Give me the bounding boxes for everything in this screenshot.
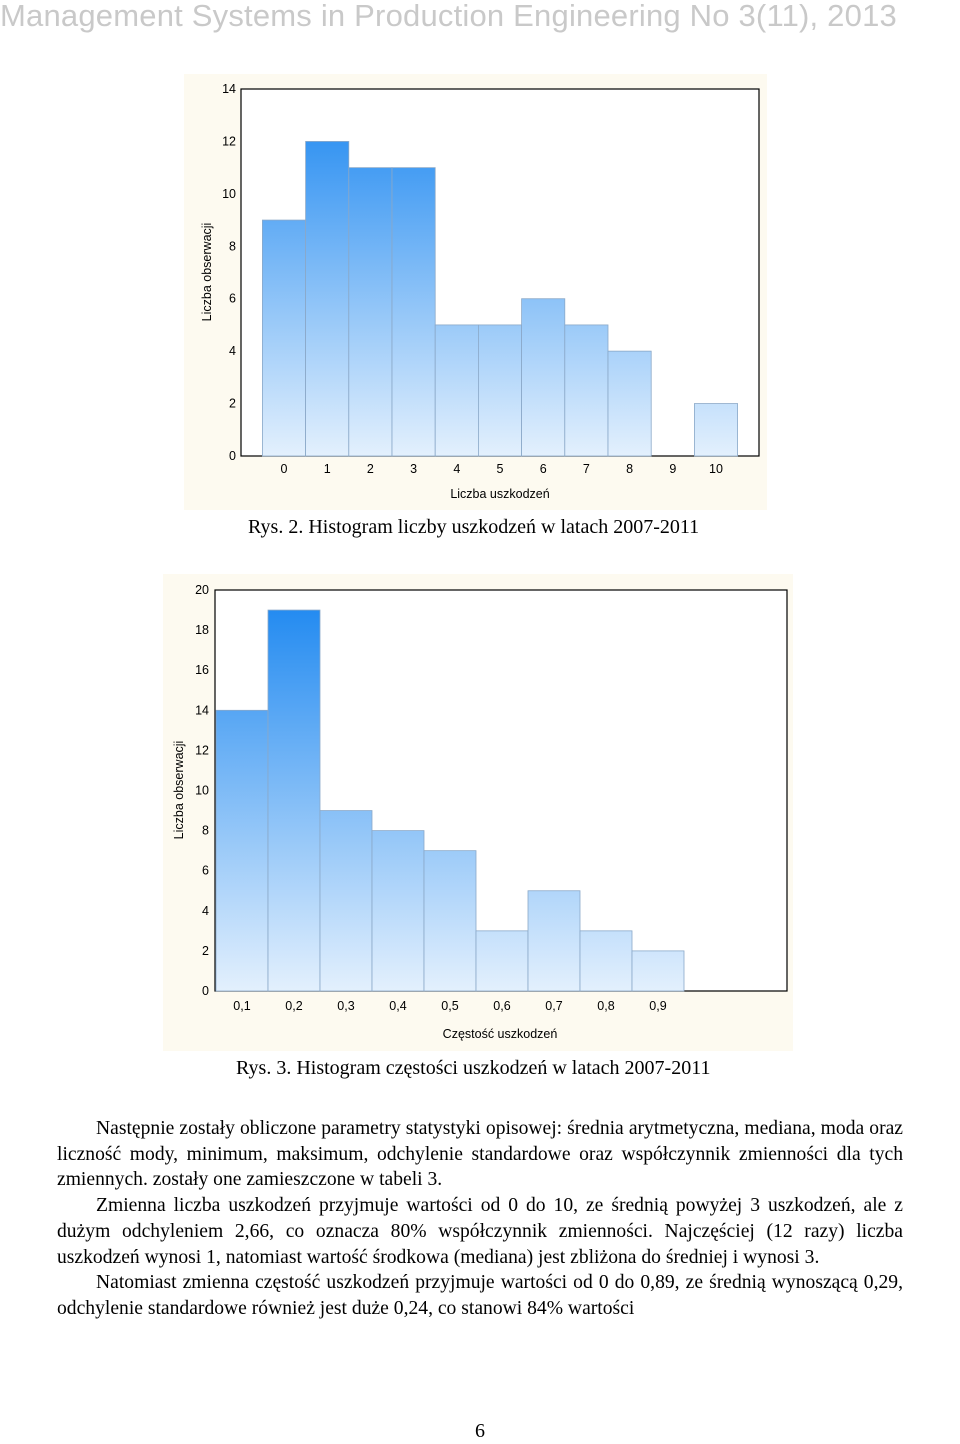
figure-2-caption: Rys. 2. Histogram liczby uszkodzeń w lat… (248, 516, 700, 538)
y-tick-label: 12 (195, 743, 209, 757)
histogram-bar (319, 810, 373, 992)
page-number: 6 (475, 1420, 485, 1442)
y-tick-label: 0 (229, 449, 236, 463)
x-tick-label: 0,3 (337, 999, 354, 1013)
x-tick-label: 0,8 (597, 999, 614, 1013)
histogram-bar (477, 324, 522, 457)
histogram-bar (434, 324, 479, 457)
x-axis-label: Częstość uszkodzeń (443, 1027, 558, 1041)
y-tick-label: 8 (202, 824, 209, 838)
x-tick-label: 7 (583, 462, 590, 476)
y-tick-label: 0 (202, 984, 209, 998)
x-tick-label: 0,4 (389, 999, 406, 1013)
x-tick-label: 0,1 (233, 999, 250, 1013)
x-tick-label: 0,6 (493, 999, 510, 1013)
y-tick-label: 12 (222, 134, 236, 148)
y-tick-label: 4 (202, 904, 209, 918)
x-tick-label: 3 (410, 462, 417, 476)
histogram-failure-count-panel: 0 2 4 6 8 10 12 14 0 1 2 3 4 5 6 7 8 9 10 Liczba uszkodzeń L… (184, 74, 767, 510)
histogram-bar (267, 609, 321, 992)
body-text: Następnie zostały obliczone parametry st… (57, 1116, 903, 1322)
histogram-bar (391, 167, 436, 457)
x-tick-label: 5 (497, 462, 504, 476)
x-tick-label: 0,9 (649, 999, 666, 1013)
y-tick-label: 10 (195, 784, 209, 798)
y-tick-label: 4 (229, 344, 236, 358)
y-tick-label: 18 (195, 623, 209, 637)
histogram-bar (348, 167, 393, 457)
histogram-bar (262, 219, 307, 457)
histogram-bar (521, 298, 566, 457)
histogram-bar (693, 403, 738, 457)
paragraph-1: Następnie zostały obliczone parametry st… (57, 1118, 903, 1191)
histogram-bar (423, 850, 477, 992)
histogram-bar (631, 950, 685, 992)
x-axis-label: Liczba uszkodzeń (450, 487, 549, 501)
histogram-bar (579, 930, 633, 992)
histogram-bar (305, 141, 350, 457)
y-tick-label: 6 (202, 864, 209, 878)
histogram-bar (564, 324, 609, 457)
histogram-bar (607, 350, 652, 457)
histogram-bar (475, 930, 529, 992)
y-tick-label: 20 (195, 583, 209, 597)
x-tick-label: 0 (281, 462, 288, 476)
x-tick-label: 0,7 (545, 999, 562, 1013)
y-tick-label: 14 (195, 703, 209, 717)
paragraph-2: Zmienna liczba uszkodzeń przyjmuje warto… (57, 1195, 903, 1268)
histogram-bar (527, 890, 581, 992)
x-tick-label: 6 (540, 462, 547, 476)
figure-3-caption: Rys. 3. Histogram częstości uszkodzeń w … (236, 1057, 711, 1079)
histogram-bar (371, 830, 425, 992)
x-tick-label: 0,5 (441, 999, 458, 1013)
y-tick-label: 2 (229, 397, 236, 411)
x-tick-label: 0,2 (285, 999, 302, 1013)
y-tick-label: 10 (222, 187, 236, 201)
x-tick-label: 2 (367, 462, 374, 476)
x-tick-label: 1 (324, 462, 331, 476)
y-axis-label: Liczba obserwacji (200, 223, 214, 322)
y-tick-label: 6 (229, 292, 236, 306)
histogram-failure-frequency: 0 2 4 6 8 10 12 14 16 18 20 0,1 0,2 0,3 0,4 0,5 0,6 0,7 0,… (172, 583, 788, 1041)
y-tick-label: 14 (222, 82, 236, 96)
x-tick-label: 9 (669, 462, 676, 476)
histogram-bar (215, 709, 269, 992)
journal-header: Management Systems in Production Enginee… (0, 0, 897, 33)
paragraph-3: Natomiast zmienna częstość uszkodzeń prz… (57, 1272, 903, 1319)
y-tick-label: 8 (229, 239, 236, 253)
y-tick-label: 16 (195, 663, 209, 677)
x-tick-label: 10 (709, 462, 723, 476)
x-tick-label: 8 (626, 462, 633, 476)
histogram-failure-frequency-panel: 0 2 4 6 8 10 12 14 16 18 20 0,1 0,2 0,3 0,4 0,5 0,6 0,7 0,… (163, 574, 793, 1051)
y-axis-label: Liczba obserwacji (172, 741, 186, 840)
y-tick-label: 2 (202, 944, 209, 958)
x-tick-label: 4 (453, 462, 460, 476)
